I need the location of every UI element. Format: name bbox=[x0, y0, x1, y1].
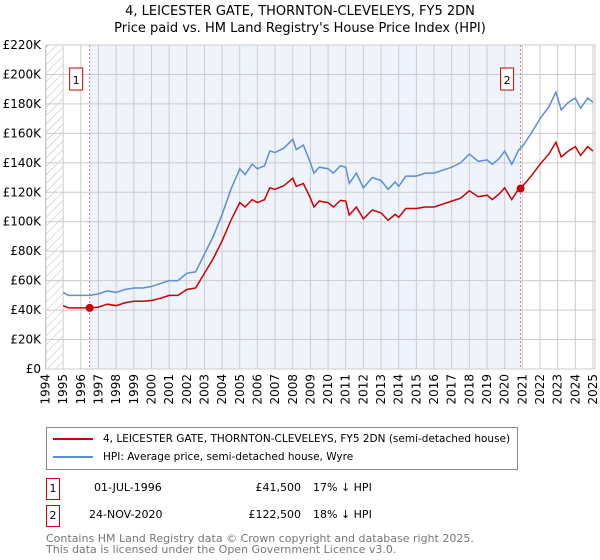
plot-area: £0 £20K £40K £60K £80K £100K £120K £140K £160K £1… bbox=[3, 38, 600, 405]
ownership-shading bbox=[89, 45, 521, 369]
legend-label: HPI: Average price, semi-detached house,… bbox=[103, 451, 354, 463]
plot-border bbox=[45, 44, 596, 370]
sale-date: 01-JUL-1996 bbox=[94, 481, 162, 494]
x-tick-label: 2024 bbox=[568, 374, 582, 405]
y-tick-label: £100K bbox=[3, 215, 43, 229]
sale-price: £41,500 bbox=[255, 481, 302, 494]
y-tick-label: £0 bbox=[26, 362, 41, 376]
pre-data-hatch bbox=[46, 45, 64, 369]
sale-row-1: 1 01-JUL-1996 £41,500 17% ↓ HPI bbox=[46, 478, 566, 500]
y-tick-label: £160K bbox=[3, 126, 43, 140]
x-tick-label: 2011 bbox=[339, 374, 353, 405]
chart-title: 4, LEICESTER GATE, THORNTON-CLEVELEYS, F… bbox=[125, 4, 475, 19]
x-tick-label: 2012 bbox=[356, 374, 370, 405]
x-tick-label: 2000 bbox=[144, 374, 158, 405]
y-tick-label: £20K bbox=[10, 333, 42, 347]
y-tick-label: £140K bbox=[3, 156, 43, 170]
sale-date: 24-NOV-2020 bbox=[89, 508, 163, 521]
x-tick-label: 2004 bbox=[215, 374, 229, 405]
attribution-line-2: This data is licensed under the Open Gov… bbox=[46, 543, 397, 556]
x-tick-label: 2020 bbox=[498, 374, 512, 405]
x-tick-label: 2021 bbox=[515, 374, 529, 405]
legend-swatch-red bbox=[53, 438, 93, 440]
legend-swatch-blue bbox=[53, 456, 93, 458]
x-tick-label: 2022 bbox=[533, 374, 547, 405]
x-tick-label: 2017 bbox=[445, 374, 459, 405]
y-tick-label: £220K bbox=[3, 38, 43, 52]
x-tick-label: 2002 bbox=[180, 374, 194, 405]
legend-label: 4, LEICESTER GATE, THORNTON-CLEVELEYS, F… bbox=[103, 433, 511, 445]
y-tick-label: £120K bbox=[3, 185, 43, 199]
sale-hpi-diff: 18% ↓ HPI bbox=[313, 508, 372, 521]
sale-label: 2 bbox=[504, 74, 511, 87]
y-tick-label: £200K bbox=[3, 67, 43, 81]
x-tick-label: 2015 bbox=[409, 374, 423, 405]
legend-item-hpi: HPI: Average price, semi-detached house,… bbox=[53, 449, 353, 465]
x-tick-label: 1998 bbox=[109, 374, 123, 405]
x-tick-label: 2006 bbox=[250, 374, 264, 405]
x-tick-label: 2005 bbox=[233, 374, 247, 405]
x-tick-label: 2007 bbox=[268, 374, 282, 405]
sale-point bbox=[85, 303, 94, 312]
x-tick-label: 2003 bbox=[197, 374, 211, 405]
sale-marker-label: 2 bbox=[46, 505, 60, 527]
attribution-line-1: Contains HM Land Registry data © Crown c… bbox=[46, 532, 474, 545]
x-tick-label: 2010 bbox=[321, 374, 335, 405]
legend: 4, LEICESTER GATE, THORNTON-CLEVELEYS, F… bbox=[46, 427, 518, 470]
sale-label-box bbox=[69, 67, 84, 91]
x-tick-label: 2001 bbox=[162, 374, 176, 405]
x-tick-label: 2016 bbox=[427, 374, 441, 405]
sale-marker-label: 1 bbox=[46, 478, 60, 500]
price-paid-line bbox=[62, 140, 594, 309]
x-tick-label: 1996 bbox=[74, 374, 88, 405]
sale-point bbox=[516, 184, 525, 193]
y-tick-label: £80K bbox=[10, 244, 42, 258]
x-tick-label: 1994 bbox=[39, 374, 53, 405]
x-tick-label: 2019 bbox=[480, 374, 494, 405]
sale-row-2: 2 24-NOV-2020 £122,500 18% ↓ HPI bbox=[46, 505, 566, 527]
x-tick-label: 1995 bbox=[56, 374, 70, 405]
attribution: Contains HM Land Registry data © Crown c… bbox=[46, 533, 474, 555]
sale-label-box bbox=[500, 67, 515, 91]
x-tick-label: 2013 bbox=[374, 374, 388, 405]
x-tick-label: 2014 bbox=[392, 374, 406, 405]
x-tick-label: 2025 bbox=[586, 374, 600, 405]
legend-item-property: 4, LEICESTER GATE, THORNTON-CLEVELEYS, F… bbox=[53, 431, 510, 447]
y-tick-label: £60K bbox=[10, 274, 42, 288]
y-tick-label: £40K bbox=[10, 303, 42, 317]
sale-label: 1 bbox=[73, 74, 80, 87]
x-tick-label: 1999 bbox=[127, 374, 141, 405]
x-tick-label: 2018 bbox=[462, 374, 476, 405]
chart-subtitle: Price paid vs. HM Land Registry's House … bbox=[114, 21, 486, 36]
hpi-line bbox=[62, 90, 594, 297]
x-tick-label: 2009 bbox=[303, 374, 317, 405]
sale-price: £122,500 bbox=[248, 508, 302, 521]
y-tick-label: £180K bbox=[3, 97, 43, 111]
sale-hpi-diff: 17% ↓ HPI bbox=[313, 481, 372, 494]
x-tick-label: 2023 bbox=[551, 374, 565, 405]
x-tick-label: 1997 bbox=[91, 374, 105, 405]
x-tick-label: 2008 bbox=[286, 374, 300, 405]
